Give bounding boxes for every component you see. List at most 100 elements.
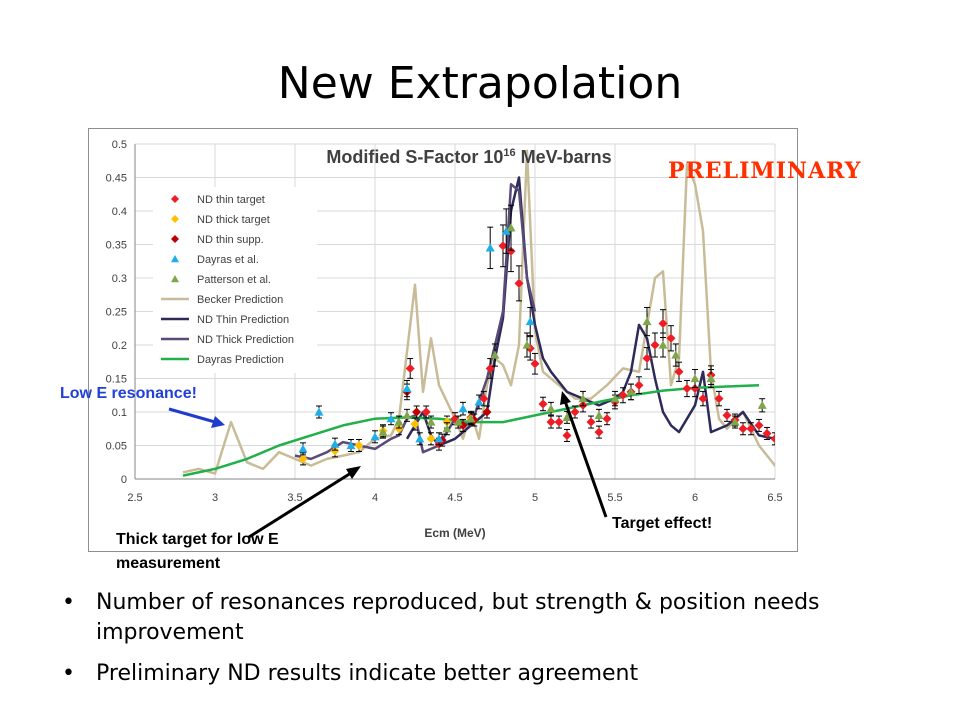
data-point-patterson <box>594 410 604 419</box>
data-point-nd_thin <box>498 241 508 251</box>
y-tick-label: 0.15 <box>106 374 127 386</box>
thick-target-arrow <box>248 471 352 539</box>
data-point-patterson <box>757 400 767 409</box>
data-point-nd_thin <box>690 384 700 394</box>
data-point-nd_thick <box>354 441 364 450</box>
data-point-nd_thin <box>650 340 660 350</box>
data-point-dayras <box>314 407 324 416</box>
x-tick-label: 6.5 <box>767 492 782 504</box>
x-tick-label: 4 <box>372 492 378 504</box>
data-point-nd_thin <box>602 414 612 424</box>
x-tick-label: 5.5 <box>607 492 622 504</box>
data-point-nd_thick <box>410 419 420 429</box>
legend: ND thin target ND thick target ND thin sup… <box>153 187 317 373</box>
data-point-patterson <box>562 412 572 421</box>
legend-label: ND Thin Prediction <box>197 314 289 326</box>
data-point-patterson <box>626 387 636 396</box>
data-point-nd_thin <box>405 363 415 373</box>
x-tick-label: 3 <box>212 492 218 504</box>
data-point-nd_thin <box>779 436 788 445</box>
data-point-nd_thick <box>330 446 340 456</box>
bullet-text: Preliminary ND results indicate better a… <box>96 661 639 687</box>
data-point-patterson <box>610 394 620 403</box>
data-point-nd_thin <box>762 428 772 438</box>
data-point-nd_thin <box>682 384 692 394</box>
data-point-nd_thin <box>554 417 564 427</box>
data-point-nd_thin <box>738 424 748 434</box>
legend-swatch-dayras <box>171 255 179 263</box>
x-tick-label: 3.5 <box>287 492 302 504</box>
bullet-dot-icon: • <box>62 661 75 687</box>
s-factor-chart: 0 0.05 0.1 0.15 0.2 0.25 0.3 0.35 0.4 0.45 0.5 2.5 3… <box>106 139 796 540</box>
annotation-target-effect: Target effect! <box>612 515 713 532</box>
data-point-dayras <box>330 439 340 448</box>
data-point-nd_thick <box>298 454 308 464</box>
chart-title-main: Modified S-Factor 10 <box>326 147 503 167</box>
data-point-nd_thin <box>674 367 684 377</box>
chart-frame: 0 0.05 0.1 0.15 0.2 0.25 0.3 0.35 0.4 0.45 0.5 2.5 3… <box>88 128 798 552</box>
bullet-list: • Number of resonances reproduced, but st… <box>62 588 922 701</box>
data-point-nd_thin <box>546 417 556 427</box>
target-effect-arrow <box>563 400 608 518</box>
y-tick-label: 0.4 <box>112 206 127 218</box>
annotation-thick-target: Thick target for low E measurement <box>116 531 279 572</box>
bullet-item: • Preliminary ND results indicate better … <box>62 659 922 689</box>
data-point-nd_thin <box>421 407 431 417</box>
x-tick-label: 2.5 <box>127 492 142 504</box>
data-point-nd_thin <box>770 434 775 444</box>
data-point-nd_thin <box>658 319 668 329</box>
data-point-nd_thick <box>442 417 452 427</box>
data-point-nd_supp <box>412 407 422 417</box>
data-point-dayras <box>346 441 356 450</box>
data-point-dayras <box>434 434 444 443</box>
chart-title-tail: MeV-barns <box>516 147 612 167</box>
series-line-becker <box>182 149 775 475</box>
data-point-patterson <box>490 350 500 359</box>
data-point-patterson <box>642 317 652 326</box>
data-point-dayras <box>485 243 495 252</box>
data-point-nd_thin <box>698 394 708 404</box>
data-point-nd_thin <box>530 359 540 369</box>
legend-label: ND thick target <box>197 214 270 226</box>
y-tick-label: 0.1 <box>112 407 127 419</box>
y-tick-label: 0.25 <box>106 307 127 319</box>
data-point-nd_thin <box>479 394 489 404</box>
data-point-dayras <box>458 404 468 413</box>
legend-label: Dayras et al. <box>197 254 259 266</box>
data-point-nd_thick <box>426 434 436 444</box>
data-point-patterson <box>690 374 700 383</box>
data-point-nd_thin <box>642 353 652 363</box>
low-e-arrow <box>168 407 216 424</box>
data-point-dayras <box>474 397 484 406</box>
legend-swatch-patterson <box>171 275 179 283</box>
annotation-low-e-resonance: Low E resonance! <box>60 385 197 402</box>
data-point-nd_thin <box>666 333 676 343</box>
data-point-patterson <box>442 424 452 433</box>
data-point-patterson <box>506 223 516 232</box>
axes: 0 0.05 0.1 0.15 0.2 0.25 0.3 0.35 0.4 0.45 0.5 2.5 3… <box>106 139 783 504</box>
bullet-item: • Number of resonances reproduced, but st… <box>62 588 922 647</box>
data-point-nd_thin <box>562 430 572 440</box>
data-point-patterson <box>658 340 668 349</box>
data-point-patterson <box>426 417 436 426</box>
data-point-dayras <box>298 444 308 453</box>
data-point-patterson <box>546 404 556 413</box>
data-point-patterson <box>671 350 681 359</box>
data-point-patterson <box>706 374 716 383</box>
data-point-nd_thin <box>618 390 628 400</box>
y-tick-label: 0.45 <box>106 173 127 185</box>
y-tick-label: 0.3 <box>112 273 127 285</box>
data-point-patterson <box>522 340 532 349</box>
thick-target-arrowhead <box>346 466 361 479</box>
legend-label: ND thin supp. <box>197 234 264 246</box>
data-point-nd_thin <box>594 427 604 437</box>
data-point-nd_thin <box>538 399 548 409</box>
y-tick-label: 0.35 <box>106 240 127 252</box>
data-point-nd_thin <box>570 407 580 417</box>
legend-swatch-nd_thin <box>171 195 179 203</box>
legend-label: ND Thick Prediction <box>197 334 294 346</box>
data-point-patterson <box>787 381 796 389</box>
data-point-patterson <box>394 417 404 426</box>
data-point-dayras <box>402 384 412 393</box>
x-axis-label: Ecm (MeV) <box>424 526 485 540</box>
